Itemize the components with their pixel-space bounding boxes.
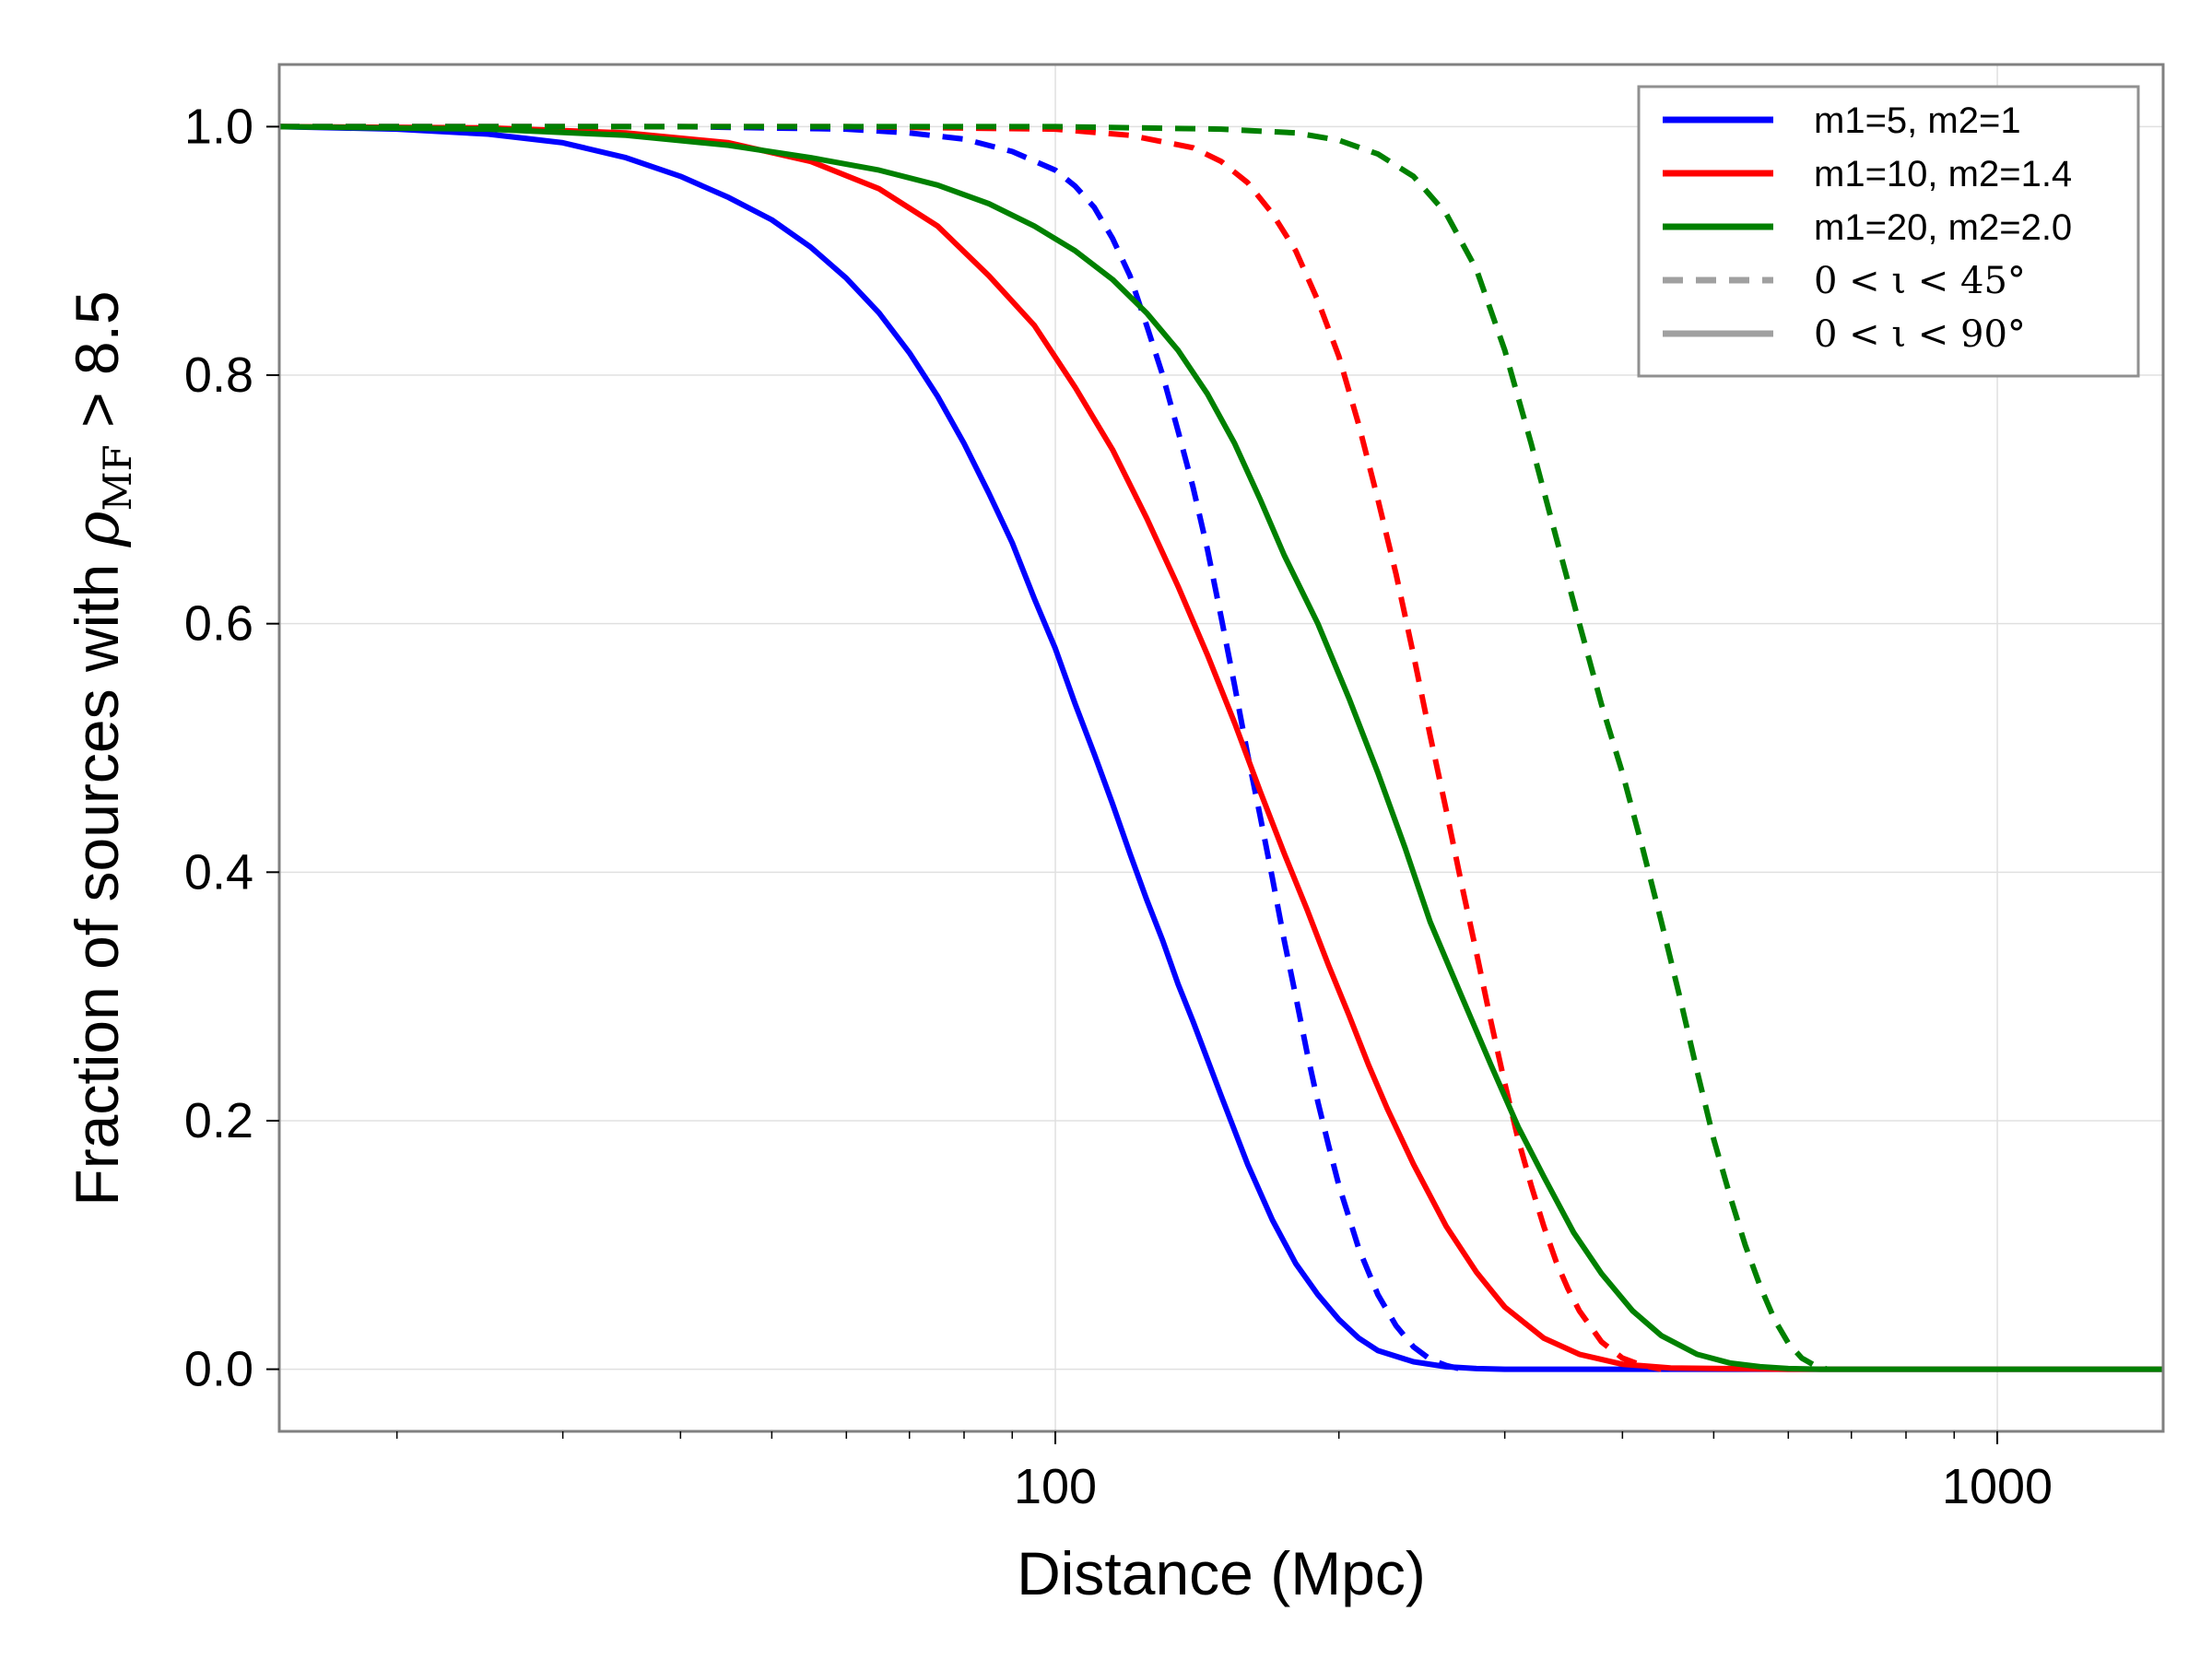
legend-frame <box>1637 85 2140 378</box>
series-layer <box>279 124 2163 1372</box>
legend-label: 0 < ι < 45° <box>1814 260 2026 302</box>
y-axis-label-prefix: Fraction of sources with <box>63 547 131 1206</box>
legend-label: m1=10, m2=1.4 <box>1814 154 2072 194</box>
legend-label: m1=5, m2=1 <box>1814 100 2021 141</box>
y-axis-label-symbol: ρ <box>62 511 133 547</box>
plot-frame <box>277 63 2165 1433</box>
y-axis-label: Fraction of sources with ρMF > 8.5 <box>62 290 140 1206</box>
x-axis-label: Distance (Mpc) <box>1017 1539 1426 1607</box>
x-tick-label: 100 <box>1014 1459 1097 1514</box>
series-line-solid-2 <box>279 124 2163 1372</box>
legend-label: m1=20, m2=2.0 <box>1814 207 2072 248</box>
series-line-solid-0 <box>279 124 2163 1372</box>
y-tick-label: 0.2 <box>184 1093 253 1148</box>
legend-label: 0 < ι < 90° <box>1814 313 2026 356</box>
y-axis-label-subscript: MF <box>95 444 140 511</box>
series-line-solid-4 <box>279 124 2163 1372</box>
series-line-dashed-5 <box>279 124 1829 1372</box>
y-tick-label: 0.8 <box>184 347 253 403</box>
y-tick-label: 1.0 <box>184 99 253 154</box>
y-axis-label-suffix: > 8.5 <box>63 290 131 444</box>
series-line-dashed-1 <box>279 124 1463 1372</box>
y-tick-label: 0.0 <box>184 1342 253 1397</box>
legend: m1=5, m2=1 m1=10, m2=1.4 m1=20, m2=2.0 0 < … <box>1637 85 2140 378</box>
y-tick-label: 0.6 <box>184 596 253 652</box>
tick-layer: 0.0 0.2 0.4 0.6 0.8 1.0 100 1000 <box>184 99 2053 1514</box>
x-tick-label: 1000 <box>1942 1459 2053 1514</box>
series-line-dashed-3 <box>279 124 1663 1372</box>
plot-area <box>279 124 2163 1372</box>
y-tick-label: 0.4 <box>184 844 253 900</box>
